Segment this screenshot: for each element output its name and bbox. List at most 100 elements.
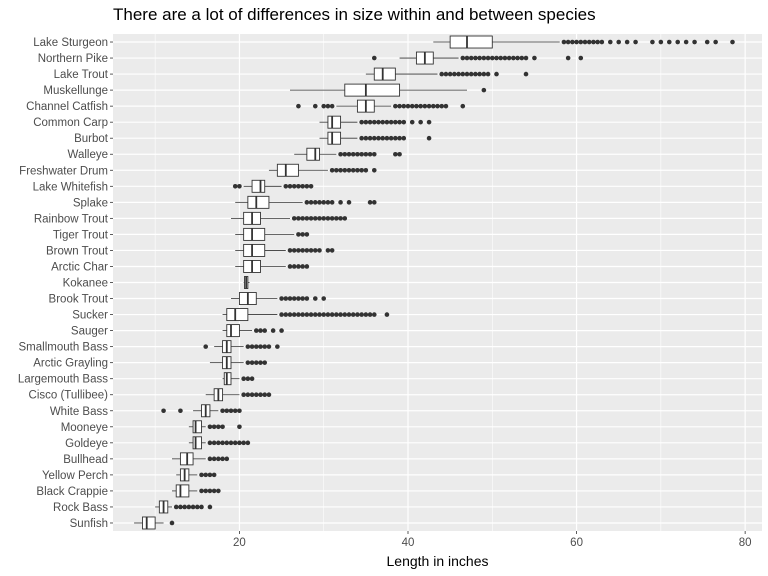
outlier-point: [511, 55, 516, 61]
y-tick-label: Mooneye: [61, 422, 108, 434]
box-splake: [235, 195, 377, 209]
box-kokanee: [243, 276, 250, 289]
outlier-point: [460, 103, 466, 109]
box-walleye: [294, 147, 402, 161]
box-brown-trout: [235, 243, 335, 257]
outlier-point: [704, 39, 710, 45]
outlier-point: [245, 376, 251, 381]
outlier-point: [393, 103, 398, 109]
outlier-point: [426, 119, 432, 125]
y-tick-label: Sauger: [71, 326, 108, 338]
box-arctic-grayling: [209, 356, 268, 370]
outlier-point: [477, 55, 482, 61]
outlier-point: [296, 184, 301, 189]
outlier-point: [401, 103, 407, 109]
box-iqr: [226, 324, 240, 338]
outlier-point: [405, 103, 411, 109]
outlier-point: [241, 440, 246, 446]
outlier-point: [291, 184, 297, 189]
box-iqr: [327, 115, 342, 129]
box-iqr: [226, 308, 249, 322]
outlier-point: [489, 55, 495, 61]
outlier-point: [367, 119, 373, 125]
outlier-point: [355, 312, 360, 317]
outlier-point: [308, 216, 314, 221]
outlier-point: [359, 167, 364, 173]
outlier-point: [296, 296, 301, 301]
x-axis: 20 40 60 80: [233, 531, 752, 549]
x-tick-label: 40: [402, 537, 415, 549]
x-tick-label: 60: [570, 537, 583, 549]
outlier-point: [321, 312, 327, 317]
outlier-point: [279, 328, 284, 333]
outlier-point: [464, 55, 470, 61]
outlier-point: [359, 312, 364, 317]
outlier-point: [296, 264, 301, 269]
outlier-point: [523, 55, 529, 61]
y-tick-label: Tiger Trout: [53, 229, 109, 241]
outlier-point: [443, 71, 449, 77]
outlier-point: [380, 119, 386, 125]
outlier-point: [207, 440, 213, 446]
outlier-point: [249, 344, 255, 349]
outlier-point: [216, 456, 221, 462]
outlier-point: [456, 71, 461, 77]
outlier-point: [578, 55, 584, 61]
outlier-point: [338, 167, 343, 173]
outlier-point: [220, 440, 225, 446]
y-tick-label: Brown Trout: [46, 245, 109, 257]
outlier-point: [334, 312, 339, 317]
outlier-point: [464, 71, 470, 77]
box-arctic-char: [235, 260, 310, 273]
outlier-point: [477, 71, 482, 77]
outlier-point: [211, 472, 217, 478]
outlier-point: [363, 119, 369, 125]
outlier-point: [190, 504, 196, 510]
y-tick-label: Black Crappie: [36, 486, 108, 498]
box-iqr: [175, 484, 190, 498]
y-axis: Lake Sturgeon Northern Pike Lake Trout Musk…: [18, 37, 113, 530]
outlier-point: [253, 392, 259, 398]
outlier-point: [308, 200, 314, 205]
y-tick-label: Sucker: [72, 310, 108, 322]
outlier-point: [393, 119, 398, 125]
outlier-point: [367, 200, 373, 205]
outlier-point: [228, 408, 234, 414]
outlier-point: [245, 440, 251, 446]
outlier-point: [363, 312, 369, 317]
outlier-point: [329, 103, 335, 109]
box-iqr: [276, 163, 299, 177]
outlier-point: [304, 216, 310, 221]
outlier-point: [658, 39, 664, 45]
outlier-point: [376, 135, 381, 141]
outlier-point: [312, 296, 318, 301]
outlier-point: [304, 184, 310, 189]
outlier-point: [220, 424, 225, 430]
outlier-point: [342, 216, 348, 221]
outlier-point: [376, 119, 381, 125]
outlier-point: [346, 200, 352, 205]
outlier-point: [338, 200, 343, 205]
outlier-point: [262, 360, 268, 365]
outlier-point: [178, 408, 183, 414]
outlier-point: [262, 328, 268, 333]
outlier-point: [666, 39, 672, 45]
outlier-point: [452, 71, 457, 77]
outlier-point: [258, 360, 263, 365]
outlier-point: [422, 103, 428, 109]
outlier-point: [304, 232, 310, 237]
outlier-point: [346, 167, 352, 173]
outlier-point: [287, 264, 293, 269]
box-yellow-perch: [176, 468, 217, 482]
outlier-point: [675, 39, 681, 45]
outlier-point: [304, 200, 310, 205]
outlier-point: [237, 408, 242, 414]
outlier-point: [363, 151, 369, 157]
outlier-point: [371, 55, 377, 61]
box-sunfish: [134, 516, 175, 530]
outlier-point: [586, 39, 592, 45]
outlier-point: [334, 167, 339, 173]
outlier-point: [481, 71, 487, 77]
y-tick-label: Brook Trout: [49, 294, 109, 306]
outlier-point: [283, 296, 289, 301]
